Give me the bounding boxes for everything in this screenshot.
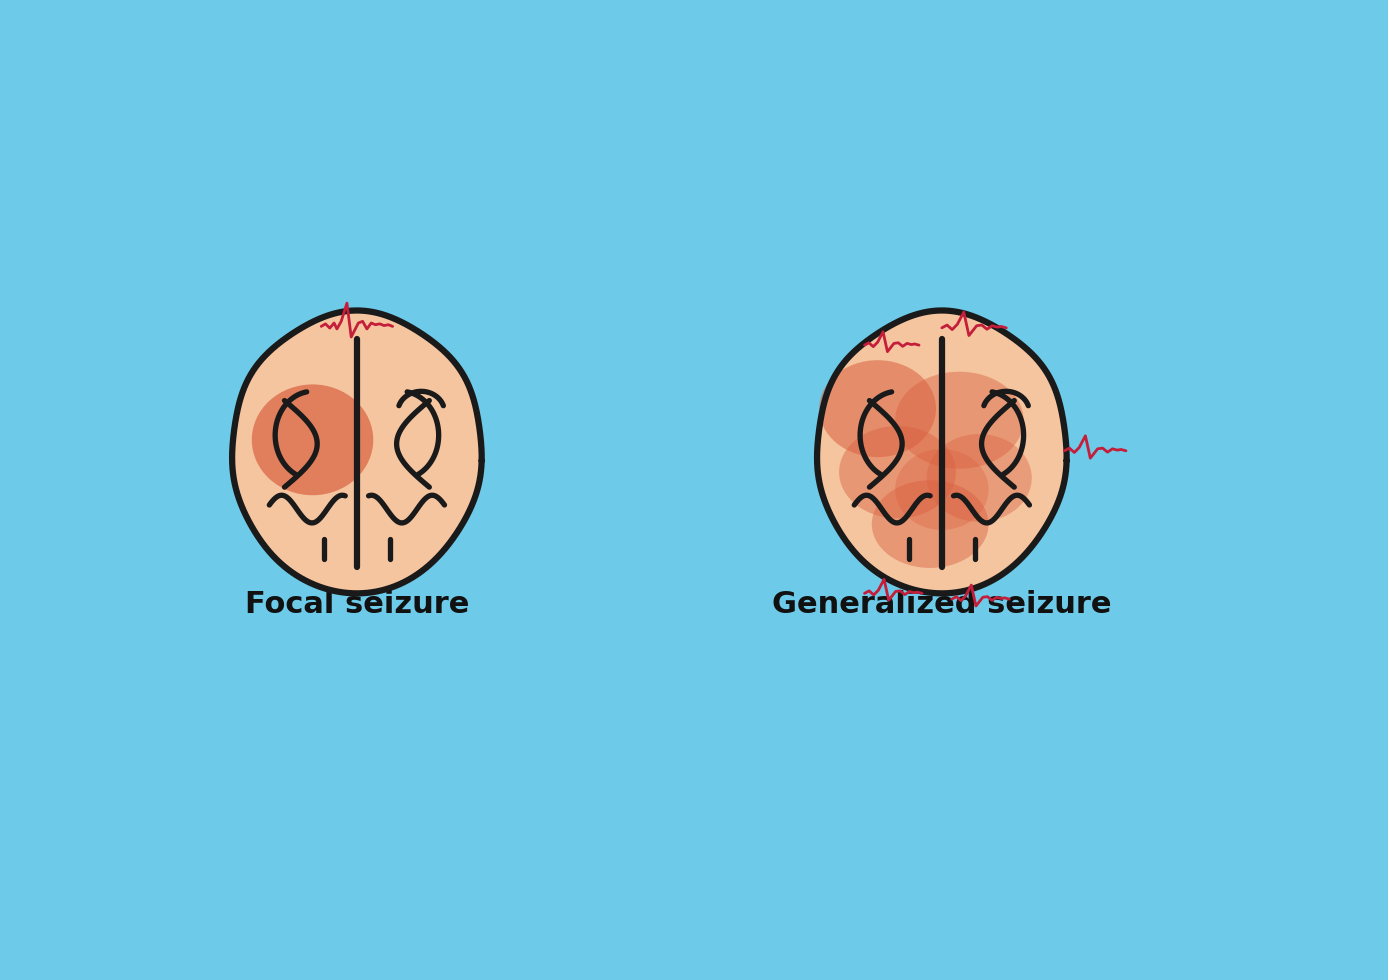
Ellipse shape [872, 480, 988, 568]
Ellipse shape [251, 384, 373, 495]
Ellipse shape [840, 426, 956, 518]
Text: Generalized seizure: Generalized seizure [772, 590, 1112, 619]
Polygon shape [232, 311, 482, 593]
Ellipse shape [895, 449, 988, 530]
Ellipse shape [895, 371, 1023, 468]
Ellipse shape [819, 361, 936, 457]
Polygon shape [818, 311, 1066, 593]
Ellipse shape [927, 434, 1031, 521]
Text: Focal seizure: Focal seizure [244, 590, 469, 619]
